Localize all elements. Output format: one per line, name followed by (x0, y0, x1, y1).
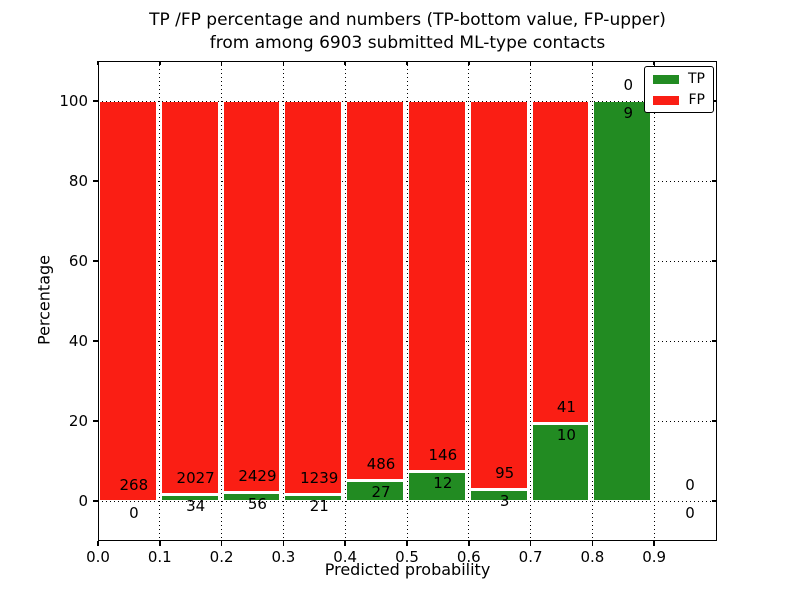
x-axis-label: Predicted probability (324, 560, 491, 579)
bar-fp-segment (346, 101, 404, 480)
y-tick-mark (93, 340, 98, 342)
x-tick-label: 0.1 (147, 548, 172, 566)
y-tick-mark-right (712, 500, 716, 502)
x-tick-label: 0.4 (333, 548, 358, 566)
x-tick-label: 0.8 (580, 548, 605, 566)
bar-tp-segment (469, 488, 528, 501)
x-tick-mark-top (282, 61, 285, 65)
x-tick-mark-top (468, 61, 470, 65)
fp-count-label: 486 (366, 454, 396, 473)
x-tick-mark-top (591, 61, 594, 65)
fp-count-label: 1239 (300, 469, 339, 488)
x-tick-label: 0.3 (271, 548, 296, 566)
legend-item-fp: FP (645, 90, 713, 111)
x-tick-mark-top (344, 61, 346, 65)
y-tick-label: 20 (68, 412, 88, 430)
legend-label: TP (688, 71, 705, 87)
legend-swatch-tp (653, 74, 679, 84)
x-tick-mark (406, 541, 408, 546)
tp-count-label: 0 (685, 504, 695, 522)
bar-fp-segment (531, 101, 590, 423)
gridline-v (653, 61, 655, 541)
x-tick-mark (468, 541, 470, 546)
y-tick-mark (93, 260, 98, 262)
tp-count-label: 21 (309, 497, 329, 516)
x-tick-label: 0.2 (209, 548, 234, 566)
bar-fp-segment (99, 101, 157, 501)
bar-fp-segment (160, 101, 219, 495)
x-tick-mark (344, 541, 346, 546)
fp-count-label: 95 (495, 463, 515, 482)
x-tick-label: 0.0 (86, 548, 110, 566)
bar-tp-segment (222, 491, 281, 501)
y-tick-mark (93, 500, 98, 502)
legend: TP FP (644, 66, 714, 113)
tp-count-label: 34 (186, 497, 206, 516)
x-tick-mark (159, 541, 161, 546)
y-tick-label: 40 (68, 332, 88, 350)
x-tick-mark-top (220, 61, 223, 65)
plot-area: TP FP 268 0 2027 34 2429 56 1239 21 486 27 146 12 95 3… (59, 61, 717, 566)
x-tick-mark-top (406, 61, 408, 65)
fp-count-label: 0 (623, 76, 633, 94)
chart-title-line1: TP /FP percentage and numbers (TP-bottom… (149, 10, 666, 30)
fp-count-label: 2027 (176, 469, 215, 488)
y-tick-label: 60 (68, 252, 88, 270)
bar-tp-segment (408, 470, 466, 501)
y-tick-mark-right (712, 340, 716, 342)
fp-count-label: 2429 (238, 466, 277, 485)
y-tick-label: 0 (78, 492, 88, 510)
x-tick-mark (220, 541, 223, 546)
x-tick-mark-top (97, 61, 99, 65)
tp-count-label: 56 (247, 494, 267, 513)
legend-label: FP (688, 92, 706, 108)
y-tick-mark (93, 100, 98, 102)
y-tick-mark-right (712, 420, 716, 422)
tp-count-label: 12 (433, 473, 453, 492)
fp-count-label: 41 (556, 397, 576, 416)
fp-count-label: 0 (685, 476, 695, 494)
tp-count-label: 27 (371, 482, 391, 501)
x-tick-label: 0.9 (642, 548, 667, 566)
fp-count-label: 146 (428, 445, 458, 464)
y-tick-label: 100 (59, 92, 88, 110)
legend-swatch-fp (653, 95, 679, 105)
bar-fp-segment (469, 101, 528, 489)
x-tick-mark (529, 541, 532, 546)
tp-count-label: 0 (129, 504, 139, 522)
x-tick-mark (653, 541, 655, 546)
x-tick-mark (591, 541, 594, 546)
chart-title: TP /FP percentage and numbers (TP-bottom… (98, 9, 717, 55)
chart-title-line2: from among 6903 submitted ML-type contac… (209, 33, 606, 53)
bar-tp-segment (531, 422, 590, 501)
y-tick-mark (93, 180, 98, 182)
tp-count-label: 9 (623, 104, 633, 122)
tp-count-label: 3 (499, 491, 510, 510)
fp-count-label: 268 (119, 476, 149, 494)
bar-fp-segment (408, 101, 466, 471)
x-tick-label: 0.5 (395, 548, 419, 566)
bar-fp-segment (284, 101, 343, 495)
x-tick-mark (282, 541, 285, 546)
y-tick-mark (93, 420, 98, 422)
bar-fp-segment (222, 101, 281, 492)
tp-count-label: 10 (556, 425, 576, 444)
y-tick-label: 80 (68, 172, 88, 190)
x-tick-mark-top (653, 61, 655, 65)
x-tick-mark-top (159, 61, 161, 65)
x-tick-label: 0.7 (518, 548, 543, 566)
x-tick-mark-top (529, 61, 532, 65)
y-tick-mark-right (712, 180, 716, 182)
legend-item-tp: TP (645, 69, 713, 90)
x-tick-mark (97, 541, 99, 546)
bar-tp-segment (346, 479, 404, 501)
y-tick-mark-right (712, 260, 716, 262)
x-tick-label: 0.6 (456, 548, 481, 566)
bar-tp-segment (593, 101, 652, 501)
